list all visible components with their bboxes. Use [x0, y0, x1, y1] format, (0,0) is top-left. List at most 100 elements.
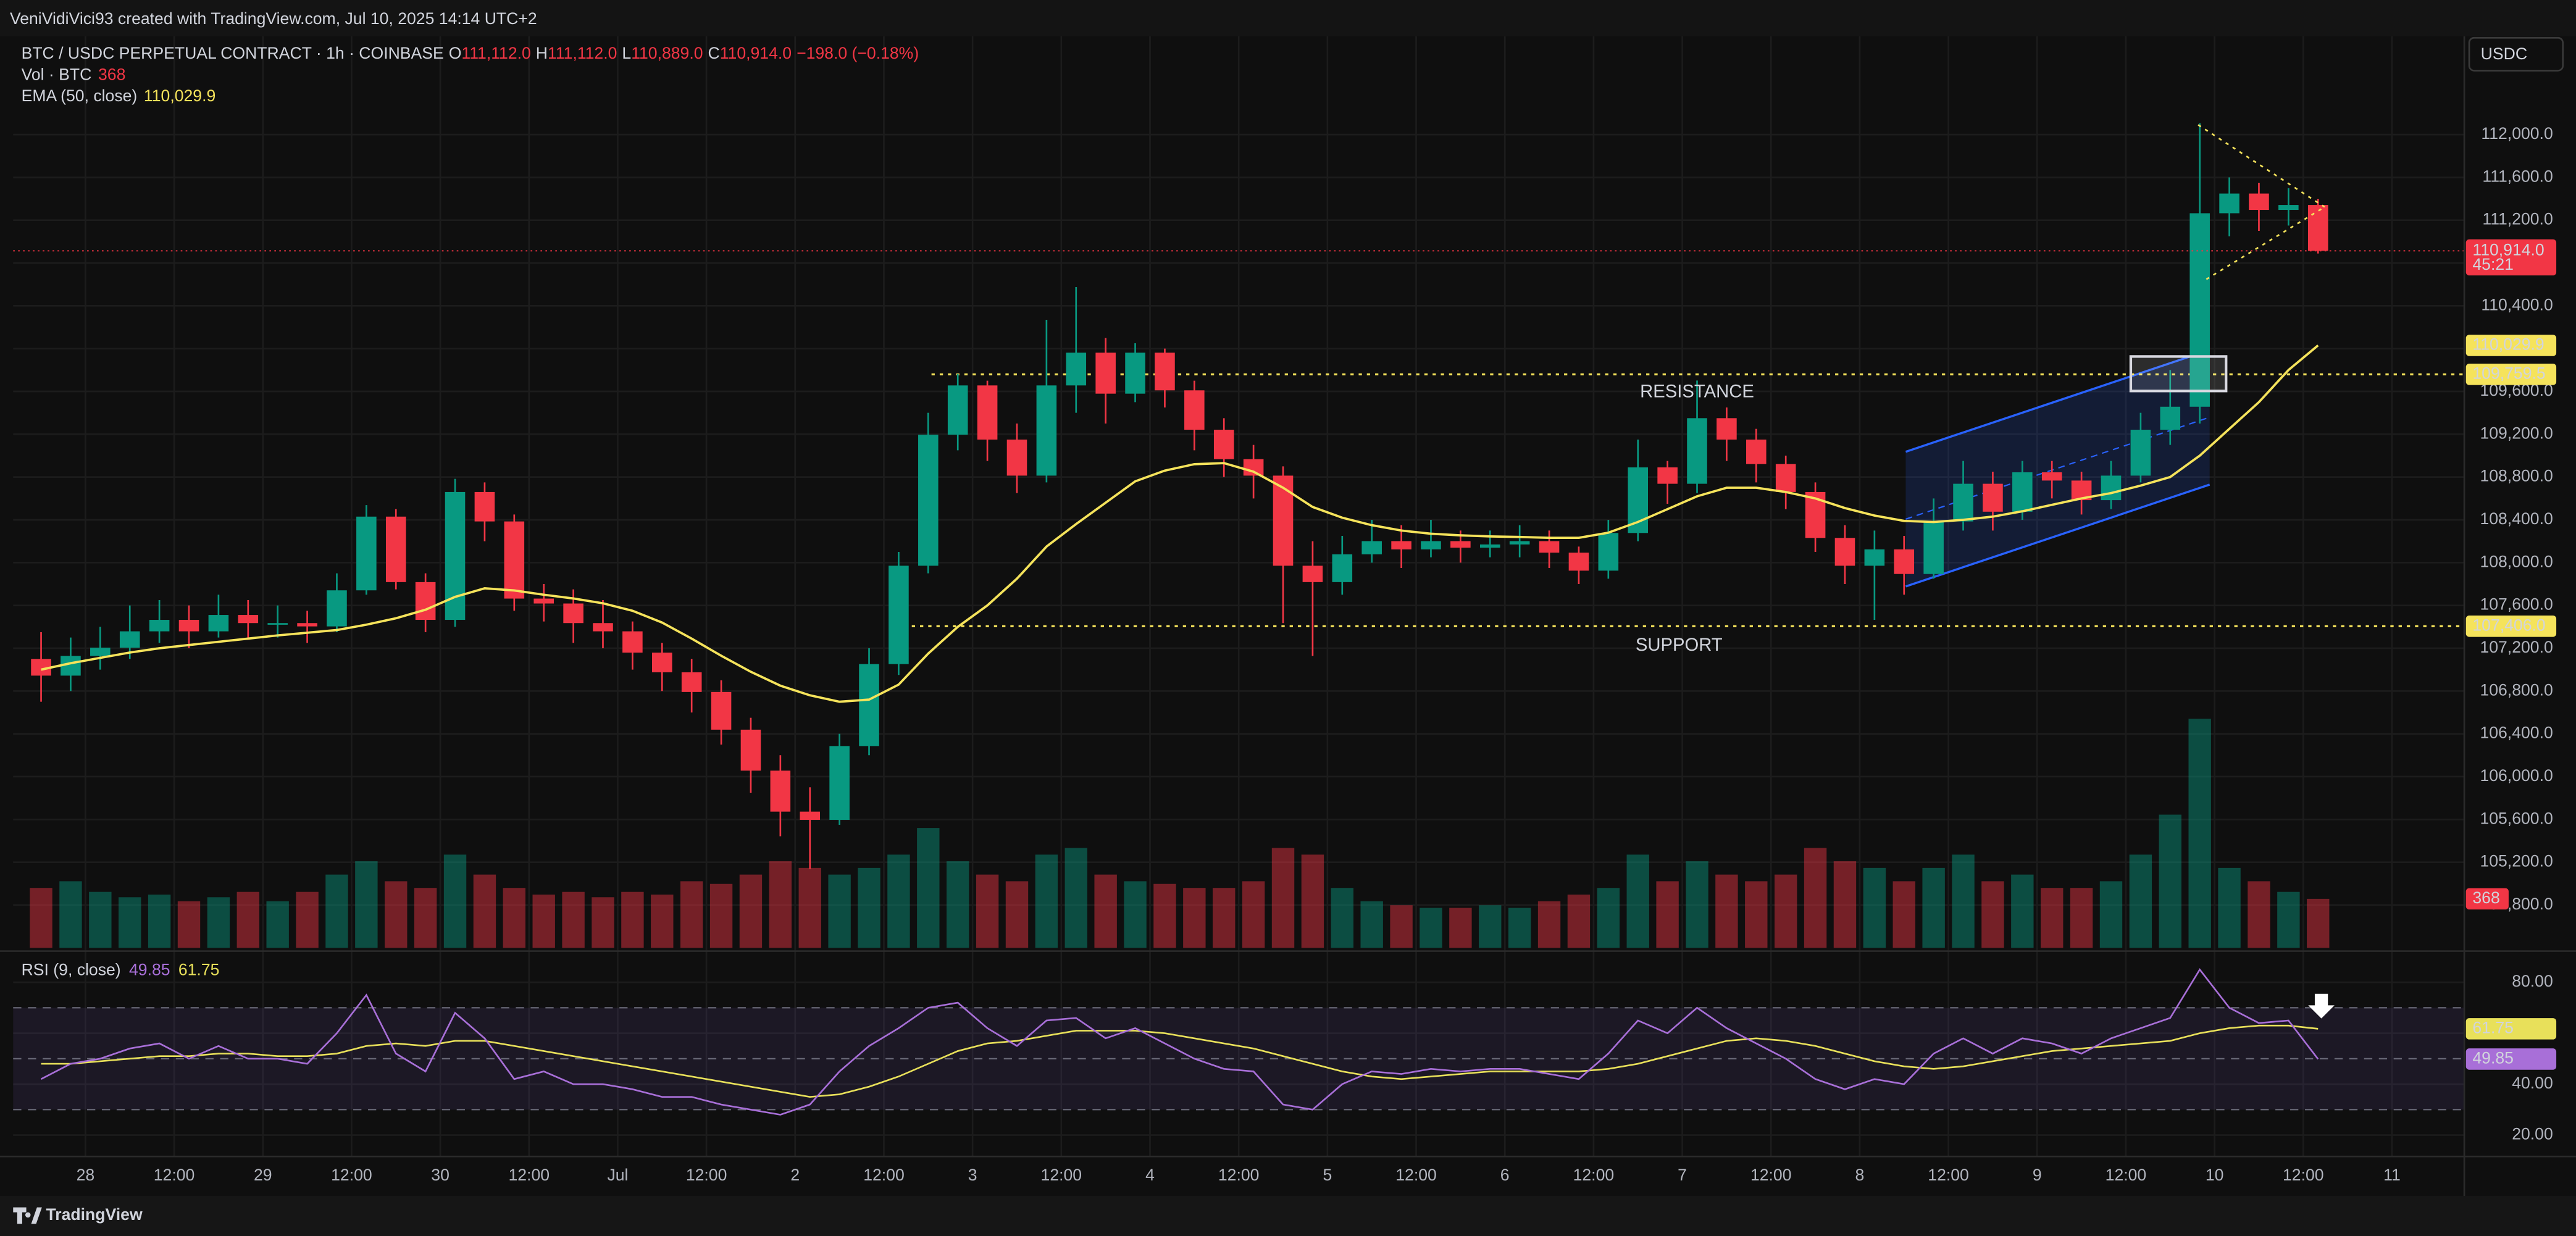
volume-bar — [59, 881, 82, 948]
y-tick-label: 108,000.0 — [2480, 552, 2553, 570]
candle-body — [947, 385, 968, 435]
y-tick-label: 111,600.0 — [2482, 167, 2553, 185]
volume-bar — [1035, 854, 1058, 948]
symbol: BTC / USDC PERPETUAL CONTRACT · 1h · COI… — [22, 44, 444, 62]
volume-bar — [798, 867, 821, 948]
rsi-tick-label: 20.00 — [2512, 1125, 2553, 1143]
volume-bar — [709, 883, 733, 948]
volume-bar — [2041, 888, 2064, 948]
candle-body — [1213, 430, 1234, 459]
volume-bar — [1745, 881, 1768, 948]
candle-body — [208, 615, 229, 632]
y-tick-label: 108,800.0 — [2480, 467, 2553, 485]
candle-body — [740, 729, 761, 771]
candle-body — [1953, 483, 1973, 522]
marks — [13, 123, 2465, 1116]
ohlc-value: 111,112.0 — [461, 44, 530, 62]
candle-body — [829, 746, 850, 820]
x-tick-label: 11 — [2383, 1166, 2401, 1184]
rsi-ma-tag: 61.75 — [2472, 1018, 2514, 1037]
candle-body — [1155, 353, 1175, 391]
x-tick-label: 8 — [1855, 1166, 1865, 1184]
volume-bar — [385, 881, 408, 948]
rsi-ma-value: 61.75 — [178, 961, 220, 979]
candle-body — [1894, 549, 1915, 574]
candle-body — [2101, 475, 2122, 501]
ohlc-key: C — [708, 44, 720, 62]
x-tick-label: 9 — [2033, 1166, 2042, 1184]
candle-body — [1095, 353, 1116, 394]
x-tick-label: 12:00 — [2283, 1166, 2324, 1184]
volume-bar — [296, 892, 319, 948]
last-price-tag-bg — [2465, 239, 2557, 276]
channel-fill — [1905, 349, 2210, 587]
volume-value: 368 — [98, 65, 125, 83]
rsi-tag: 49.85 — [2472, 1048, 2514, 1067]
volume-bar — [1981, 881, 2004, 948]
volume-bar — [2188, 719, 2211, 948]
channel-bottom — [1905, 483, 2210, 588]
legend-rsi: RSI (9, close) 49.85 61.75 — [22, 961, 220, 979]
channel-top — [1905, 349, 2210, 453]
volume-bar — [2129, 854, 2152, 948]
volume-bar — [887, 854, 910, 948]
volume-bar — [592, 897, 614, 948]
volume-bar — [414, 888, 437, 948]
candle-body — [1539, 541, 1560, 553]
volume-bar — [680, 881, 703, 948]
volume-bar — [355, 861, 378, 948]
legend-volume: Vol · BTC 368 — [22, 65, 126, 83]
x-tick-label: 12:00 — [508, 1166, 550, 1184]
rsi-ma-line — [41, 1024, 2319, 1098]
currency-box — [2468, 36, 2564, 72]
rsi-tag-bg — [2465, 1048, 2557, 1070]
volume-bar — [503, 888, 526, 948]
candle-body — [2012, 472, 2033, 512]
channel-mid — [1905, 416, 2210, 520]
volume-bar — [1833, 861, 1857, 948]
x-tick-label: 5 — [1323, 1166, 1332, 1184]
volume-name: Vol · BTC — [22, 65, 92, 83]
candle-body — [533, 598, 554, 604]
volume-bar — [2307, 898, 2330, 948]
ohlc-value: 111,112.0 — [548, 44, 617, 62]
candle-body — [90, 648, 111, 656]
x-tick-label: 12:00 — [1218, 1166, 1260, 1184]
volume-bar — [1804, 848, 1827, 948]
volume-bar — [1064, 848, 1087, 948]
candle-body — [1066, 353, 1087, 386]
volume-bar — [89, 892, 112, 948]
highlight-box — [2129, 355, 2228, 393]
candle-body — [2249, 193, 2269, 211]
volume-bar — [1360, 901, 1383, 948]
candle-body — [2130, 430, 2151, 476]
volume-bar — [443, 854, 467, 948]
y-tick-label: 110,400.0 — [2481, 295, 2553, 314]
volume-bar — [1892, 881, 1915, 948]
candle-body — [2219, 193, 2239, 214]
candle-body — [1687, 418, 1707, 484]
legend-ema: EMA (50, close) 110,029.9 — [22, 86, 216, 105]
grid — [13, 36, 2465, 1157]
volume-bar — [325, 874, 348, 948]
brand: TradingView — [46, 1205, 142, 1224]
volume-bar — [177, 901, 201, 948]
volume-bar — [1626, 854, 1649, 948]
x-tick-label: Jul — [607, 1166, 628, 1184]
overlay: 28 12:00 29 12:00 30 12:00 Jul 12:00 2 12:00 3 12:0… — [77, 124, 2557, 1184]
rsi-line — [40, 968, 2319, 1116]
ema-name: EMA (50, close) — [22, 86, 138, 105]
volume-bar — [1124, 881, 1147, 948]
volume-bar — [2011, 874, 2034, 948]
candle-body — [149, 620, 170, 632]
x-tick-label: 4 — [1145, 1166, 1155, 1184]
volume-bar — [1774, 874, 1797, 948]
volume-bar — [1213, 888, 1236, 948]
rsi-name: RSI (9, close) — [22, 961, 121, 979]
volume-bar — [769, 861, 792, 948]
volume-tag-bg — [2465, 888, 2509, 910]
candle-body — [1391, 541, 1411, 549]
top-bar — [0, 0, 2576, 36]
volume-bar — [828, 874, 851, 948]
down-arrow — [2308, 993, 2335, 1019]
